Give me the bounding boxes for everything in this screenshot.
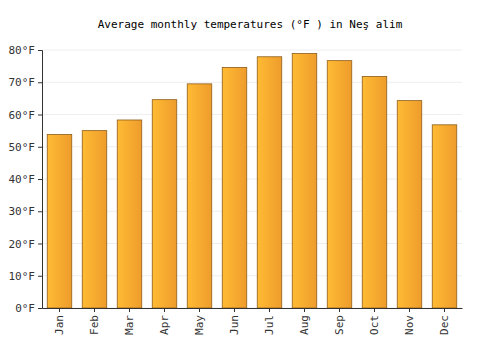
- x-tick-label: Nov: [403, 315, 416, 335]
- bar: [397, 101, 422, 308]
- y-axis-line: [38, 51, 43, 309]
- y-tick-label: 60°F: [9, 109, 36, 122]
- x-tick-mark: [199, 308, 200, 312]
- x-tick: Jul: [263, 308, 276, 335]
- y-tick: 10°F: [9, 270, 43, 283]
- x-tick-mark: [304, 308, 305, 312]
- bar: [222, 67, 247, 308]
- x-tick-mark: [409, 308, 410, 312]
- x-tick-label: Apr: [158, 315, 171, 335]
- y-tick: 20°F: [9, 238, 43, 251]
- x-tick-mark: [94, 308, 95, 312]
- grid-line: [42, 50, 462, 51]
- y-tick-mark: [38, 308, 42, 309]
- y-tick-mark: [38, 50, 42, 51]
- x-tick: Feb: [88, 308, 101, 335]
- y-tick-mark: [38, 82, 42, 83]
- x-tick-label: May: [193, 315, 206, 335]
- grid: [42, 50, 462, 308]
- x-tick: May: [193, 308, 206, 335]
- bar: [257, 57, 282, 308]
- title: Average monthly temperatures (°F ) in Ne…: [98, 18, 403, 31]
- bar: [117, 120, 142, 308]
- y-tick-mark: [38, 211, 42, 212]
- y-tick-label: 0°F: [15, 302, 35, 315]
- bar: [152, 100, 177, 308]
- x-tick-mark: [269, 308, 270, 312]
- y-tick: 40°F: [9, 173, 43, 186]
- y-tick-label: 30°F: [9, 205, 36, 218]
- x-tick-label: Jul: [263, 315, 276, 335]
- y-tick: 50°F: [9, 141, 43, 154]
- x-tick-mark: [59, 308, 60, 312]
- x-tick-label: Oct: [368, 315, 381, 335]
- x-tick-label: Aug: [298, 315, 311, 335]
- x-tick: Jan: [53, 308, 66, 335]
- y-tick: 60°F: [9, 109, 43, 122]
- y-tick-label: 80°F: [9, 44, 36, 57]
- x-tick: Mar: [123, 308, 136, 335]
- bar: [47, 134, 72, 308]
- y-axis: 0°F 10°F 20°F 30°F 40°F 50°F 60°F 70°F 80°F: [9, 44, 43, 315]
- x-tick: Sep: [333, 308, 346, 335]
- bar: [327, 61, 352, 308]
- x-tick-mark: [339, 308, 340, 312]
- y-tick-mark: [38, 179, 42, 180]
- x-tick-mark: [234, 308, 235, 312]
- y-tick-label: 20°F: [9, 238, 36, 251]
- y-tick-label: 50°F: [9, 141, 36, 154]
- y-tick-mark: [38, 147, 42, 148]
- x-tick-label: Sep: [333, 315, 346, 335]
- x-tick-label: Mar: [123, 315, 136, 335]
- y-tick-mark: [38, 115, 42, 116]
- grid-line: [42, 82, 462, 83]
- plot: 0°F 10°F 20°F 30°F 40°F 50°F 60°F 70°F 80°F Jan Fe…: [9, 44, 463, 335]
- x-tick-label: Jan: [53, 315, 66, 335]
- x-tick-mark: [164, 308, 165, 312]
- y-tick: 30°F: [9, 205, 43, 218]
- x-tick: Apr: [158, 308, 171, 335]
- y-tick-mark: [38, 244, 42, 245]
- x-tick: Oct: [368, 308, 381, 335]
- x-tick-label: Feb: [88, 315, 101, 335]
- x-tick-mark: [374, 308, 375, 312]
- x-tick-label: Jun: [228, 315, 241, 335]
- x-axis-line: [43, 308, 463, 309]
- y-tick-label: 70°F: [9, 76, 36, 89]
- x-tick: Jun: [228, 308, 241, 335]
- x-tick-mark: [444, 308, 445, 312]
- bar: [432, 125, 457, 308]
- x-axis: Jan Feb Mar Apr May Jun Jul Aug Sep Oct Nov Dec: [43, 308, 463, 335]
- y-tick-label: 10°F: [9, 270, 36, 283]
- y-tick-mark: [38, 276, 42, 277]
- bar: [187, 84, 212, 308]
- y-tick: 0°F: [15, 302, 42, 315]
- x-tick: Dec: [438, 308, 451, 335]
- y-tick-label: 40°F: [9, 173, 36, 186]
- chart: 0°F 10°F 20°F 30°F 40°F 50°F 60°F 70°F 80°F Jan Fe…: [0, 0, 500, 350]
- y-tick: 70°F: [9, 76, 43, 89]
- x-tick-label: Dec: [438, 315, 451, 335]
- bar: [362, 76, 387, 308]
- bar: [292, 54, 317, 308]
- x-tick: Nov: [403, 308, 416, 335]
- bars: [47, 54, 457, 308]
- bar: [82, 131, 107, 308]
- x-tick: Aug: [298, 308, 311, 335]
- x-tick-mark: [129, 308, 130, 312]
- y-tick: 80°F: [9, 44, 43, 57]
